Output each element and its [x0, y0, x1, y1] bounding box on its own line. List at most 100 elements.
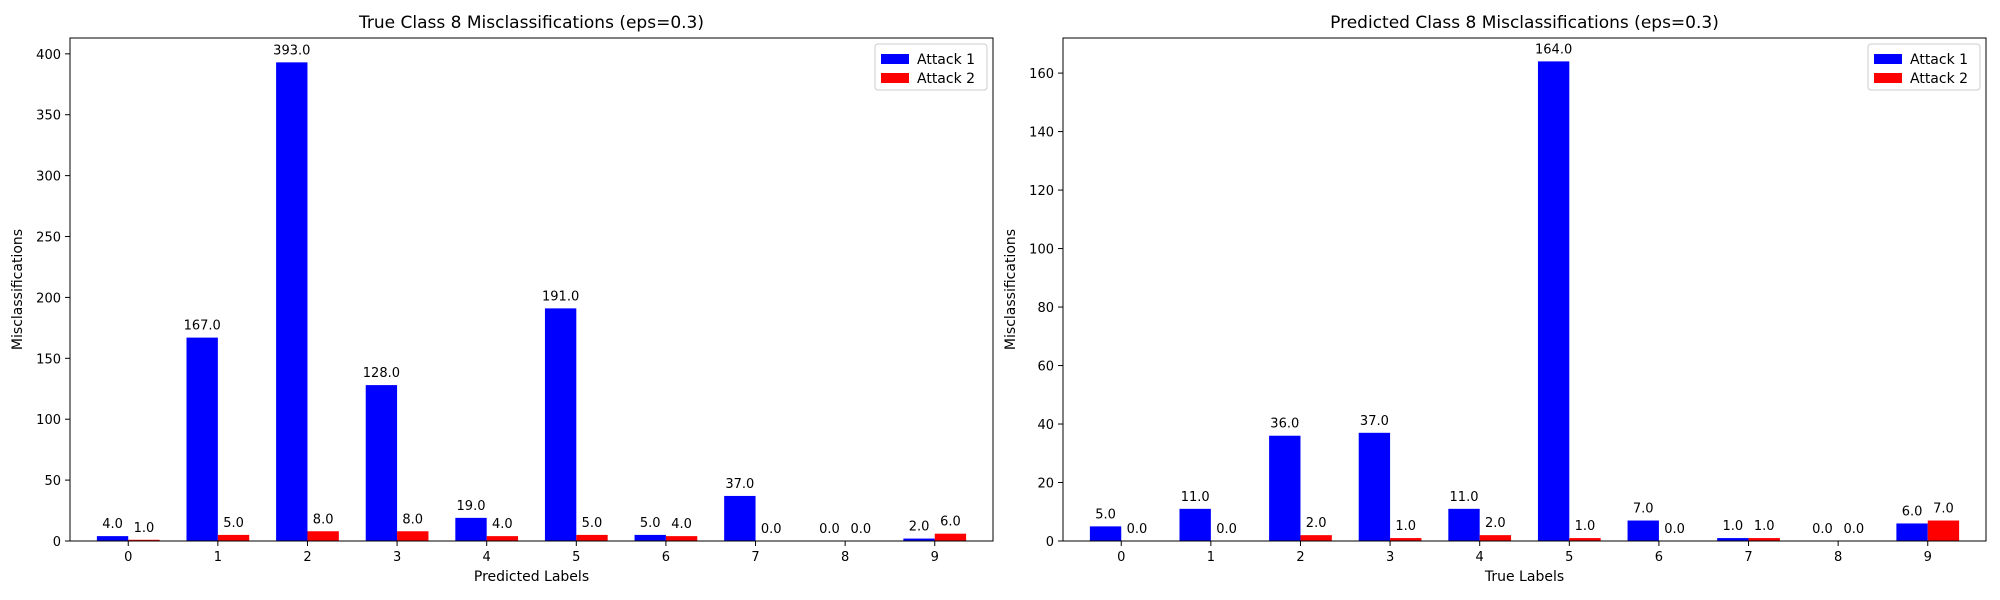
x-tick-label: 3 — [393, 550, 401, 565]
data-label: 0.0 — [1664, 522, 1685, 537]
bar-attack-1 — [186, 337, 218, 541]
x-tick-label: 9 — [1924, 550, 1932, 565]
data-label: 0.0 — [1216, 522, 1237, 537]
data-label: 2.0 — [909, 520, 930, 535]
y-tick-label: 160 — [1029, 67, 1054, 82]
x-tick-label: 5 — [1565, 550, 1573, 565]
bar-attack-2 — [1748, 538, 1780, 541]
y-tick-label: 100 — [1029, 243, 1054, 258]
x-tick-label: 9 — [931, 550, 939, 565]
legend-swatch — [881, 54, 909, 64]
y-tick-label: 80 — [1037, 301, 1054, 316]
bar-attack-2 — [128, 539, 160, 541]
bar-attack-1 — [1627, 520, 1659, 541]
bar-attack-2 — [486, 536, 519, 541]
y-axis-label: Misclassifications — [1003, 229, 1019, 350]
y-tick-label: 350 — [36, 109, 61, 124]
x-tick-label: 3 — [1386, 550, 1394, 565]
data-label: 1.0 — [1395, 519, 1416, 534]
legend-label: Attack 1 — [917, 52, 975, 68]
x-axis-label: True Labels — [1484, 569, 1564, 585]
data-label: 128.0 — [363, 366, 400, 381]
data-label: 11.0 — [1181, 490, 1210, 505]
bar-attack-1 — [724, 495, 756, 541]
bar-attack-1 — [544, 308, 577, 541]
bar-attack-2 — [1300, 535, 1332, 541]
y-tick-label: 50 — [44, 474, 61, 489]
y-tick-label: 150 — [36, 352, 61, 367]
data-label: 37.0 — [725, 477, 754, 492]
data-label: 11.0 — [1450, 490, 1479, 505]
bar-attack-1 — [1179, 508, 1211, 541]
x-axis-label: Predicted Labels — [474, 569, 589, 585]
data-label: 7.0 — [1933, 502, 1954, 517]
x-tick-label: 1 — [214, 550, 222, 565]
data-label: 0.0 — [1127, 522, 1148, 537]
legend-label: Attack 2 — [1910, 71, 1968, 87]
bar-attack-2 — [1479, 535, 1512, 541]
data-label: 1.0 — [134, 521, 155, 536]
y-tick-label: 400 — [36, 48, 61, 63]
plot-frame — [1062, 37, 1987, 542]
bar-attack-1 — [365, 385, 398, 541]
data-label: 7.0 — [1633, 502, 1654, 517]
x-tick-label: 5 — [572, 550, 580, 565]
bar-attack-1 — [455, 517, 487, 541]
bar-attack-1 — [1537, 61, 1570, 541]
bar-attack-2 — [217, 534, 250, 541]
bar-attack-1 — [96, 536, 129, 541]
data-label: 6.0 — [940, 515, 961, 530]
bar-attack-1 — [1089, 526, 1122, 541]
data-label: 0.0 — [1812, 522, 1833, 537]
data-label: 393.0 — [273, 43, 310, 58]
y-tick-label: 0 — [53, 535, 61, 550]
x-tick-label: 1 — [1207, 550, 1215, 565]
bar-attack-2 — [1927, 520, 1960, 541]
legend-swatch — [1874, 54, 1902, 64]
chart-predicted-class-8: Predicted Class 8 Misclassifications (ep… — [1003, 13, 1987, 585]
x-tick-label: 8 — [841, 550, 849, 565]
data-label: 191.0 — [542, 289, 579, 304]
y-tick-label: 140 — [1029, 126, 1054, 141]
data-label: 2.0 — [1306, 516, 1327, 531]
x-tick-label: 4 — [483, 550, 491, 565]
legend-label: Attack 1 — [1910, 52, 1968, 68]
bar-attack-1 — [1269, 435, 1301, 541]
legend-swatch — [1874, 73, 1902, 83]
x-tick-label: 6 — [662, 550, 670, 565]
y-tick-label: 40 — [1037, 418, 1054, 433]
data-label: 5.0 — [640, 516, 661, 531]
data-label: 5.0 — [223, 516, 244, 531]
y-tick-label: 0 — [1046, 535, 1054, 550]
data-label: 5.0 — [1095, 507, 1116, 522]
bar-attack-2 — [397, 531, 429, 541]
x-tick-label: 7 — [751, 550, 759, 565]
bar-attack-1 — [276, 62, 308, 542]
data-label: 0.0 — [1843, 522, 1864, 537]
data-label: 0.0 — [761, 522, 782, 537]
data-label: 1.0 — [1723, 519, 1744, 534]
x-tick-label: 8 — [1834, 550, 1842, 565]
chart-title: True Class 8 Misclassifications (eps=0.3… — [358, 13, 704, 33]
x-tick-label: 0 — [1117, 550, 1125, 565]
data-label: 6.0 — [1902, 504, 1923, 519]
bar-attack-2 — [1390, 538, 1422, 541]
x-tick-label: 0 — [124, 550, 132, 565]
x-tick-label: 2 — [1296, 550, 1304, 565]
y-tick-label: 200 — [36, 291, 61, 306]
bar-attack-1 — [1717, 538, 1749, 541]
data-label: 8.0 — [402, 512, 423, 527]
bar-attack-1 — [1448, 508, 1480, 541]
x-tick-label: 2 — [303, 550, 311, 565]
data-label: 5.0 — [582, 516, 603, 531]
data-label: 0.0 — [819, 522, 840, 537]
bar-attack-2 — [307, 531, 339, 541]
x-tick-label: 6 — [1655, 550, 1663, 565]
bar-attack-1 — [903, 538, 935, 541]
data-label: 36.0 — [1270, 417, 1299, 432]
data-label: 167.0 — [184, 319, 221, 334]
bar-attack-1 — [1358, 432, 1391, 541]
bar-attack-2 — [1569, 538, 1601, 541]
x-tick-label: 7 — [1744, 550, 1752, 565]
